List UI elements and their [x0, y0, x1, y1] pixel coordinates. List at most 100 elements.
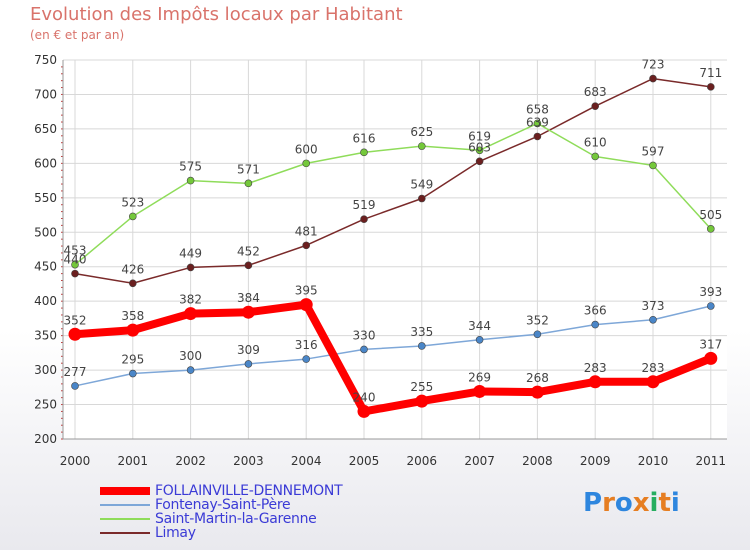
data-label: 639	[526, 115, 549, 129]
series-point-0	[68, 327, 82, 341]
y-minor-tick	[61, 149, 63, 151]
y-minor-tick	[61, 80, 63, 82]
data-label: 309	[237, 343, 260, 357]
y-minor-tick	[61, 252, 63, 254]
series-point-0	[126, 323, 140, 337]
chart-legend: FOLLAINVILLE-DENNEMONT Fontenay-Saint-Pèr…	[100, 483, 343, 541]
data-label: 277	[64, 365, 87, 379]
y-minor-tick	[61, 66, 63, 68]
legend-swatch	[100, 518, 150, 520]
logo-letter: o	[614, 488, 633, 518]
y-minor-tick	[61, 245, 63, 247]
data-label: 571	[237, 162, 260, 176]
y-minor-tick	[61, 383, 63, 385]
data-label: 575	[179, 160, 202, 174]
data-label: 384	[237, 291, 260, 305]
data-label: 519	[353, 198, 376, 212]
y-minor-tick	[61, 114, 63, 116]
data-label: 283	[584, 361, 607, 375]
y-minor-tick	[61, 121, 63, 123]
data-label: 255	[410, 380, 433, 394]
data-label: 295	[121, 353, 144, 367]
y-minor-tick	[61, 355, 63, 357]
data-label: 711	[699, 66, 722, 80]
series-point-1	[360, 345, 368, 354]
legend-item: FOLLAINVILLE-DENNEMONT	[100, 483, 343, 499]
y-minor-tick	[61, 390, 63, 392]
x-tick-label: 2008	[522, 454, 553, 468]
data-label: 453	[64, 244, 87, 258]
data-label: 610	[584, 135, 607, 149]
y-minor-tick	[61, 362, 63, 364]
data-label: 335	[410, 325, 433, 339]
y-minor-tick	[61, 266, 63, 268]
series-point-3	[186, 263, 195, 272]
data-label: 616	[353, 131, 376, 145]
y-minor-tick	[61, 417, 63, 419]
series-point-3	[649, 74, 657, 83]
y-minor-tick	[61, 431, 63, 433]
y-minor-tick	[61, 204, 63, 206]
plot-area	[63, 60, 727, 439]
data-label: 316	[295, 338, 318, 352]
legend-label: Saint-Martin-la-Garenne	[155, 511, 317, 527]
y-minor-tick	[61, 314, 63, 316]
y-tick-label: 750	[34, 53, 57, 67]
y-minor-tick	[61, 142, 63, 144]
x-tick-label: 2010	[638, 454, 669, 468]
legend-label: Limay	[155, 525, 196, 541]
y-minor-tick	[61, 107, 63, 109]
series-point-2	[186, 176, 195, 185]
y-minor-tick	[61, 183, 63, 185]
x-tick-label: 2000	[60, 454, 91, 468]
series-point-0	[241, 305, 255, 319]
y-tick-label: 250	[34, 398, 57, 412]
y-minor-tick	[61, 155, 63, 157]
logo-letter: r	[602, 488, 615, 518]
x-tick-label: 2007	[464, 454, 495, 468]
x-tick-label: 2005	[349, 454, 380, 468]
logo-letter: t	[658, 488, 671, 518]
legend-item: Fontenay-Saint-Père	[100, 497, 342, 513]
y-minor-tick	[61, 211, 63, 213]
data-label: 366	[584, 304, 607, 318]
legend-swatch	[100, 487, 150, 495]
x-tick-label: 2009	[580, 454, 611, 468]
series-point-0	[299, 298, 313, 312]
series-point-3	[533, 132, 542, 141]
legend-label: Fontenay-Saint-Père	[155, 497, 291, 513]
y-minor-tick	[61, 328, 63, 330]
y-minor-tick	[61, 128, 63, 130]
y-minor-tick	[61, 300, 63, 302]
data-label: 358	[121, 309, 144, 323]
series-point-1	[302, 355, 311, 363]
y-minor-tick	[61, 342, 63, 344]
y-minor-tick	[61, 404, 63, 406]
data-label: 426	[121, 262, 144, 276]
data-label: 505	[699, 208, 722, 222]
series-point-2	[129, 212, 137, 221]
series-point-3	[302, 241, 311, 250]
y-tick-label: 500	[34, 225, 57, 239]
series-point-0	[357, 404, 371, 418]
data-label: 317	[699, 337, 722, 351]
y-tick-label: 350	[34, 329, 57, 343]
series-point-0	[415, 394, 429, 408]
series-point-1	[649, 315, 657, 324]
data-label: 625	[410, 125, 433, 139]
series-point-3	[417, 194, 426, 203]
y-minor-tick	[61, 273, 63, 275]
data-label: 373	[642, 299, 665, 313]
y-minor-tick	[61, 176, 63, 178]
series-point-1	[706, 302, 715, 310]
logo-letter: i	[670, 488, 680, 518]
series-point-2	[360, 148, 368, 157]
y-minor-tick	[61, 438, 63, 440]
data-label: 549	[410, 178, 433, 192]
y-tick-label: 400	[34, 294, 57, 308]
series-point-3	[591, 102, 600, 110]
y-minor-tick	[61, 197, 63, 199]
series-point-2	[71, 260, 79, 269]
x-tick-label: 2011	[696, 454, 727, 468]
y-minor-tick	[61, 190, 63, 192]
